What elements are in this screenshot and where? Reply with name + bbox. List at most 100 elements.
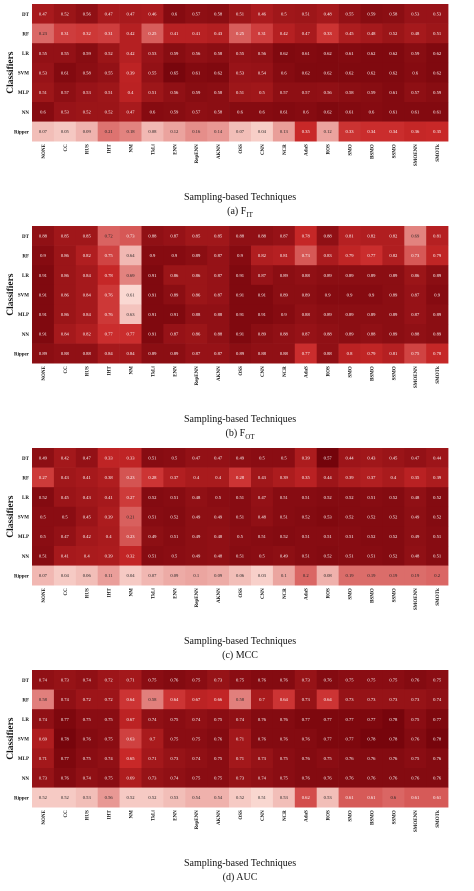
cell-value-label: 0.76 — [367, 776, 376, 781]
cell-value-label: 0.91 — [39, 292, 48, 297]
cell-value-label: 0.06 — [236, 573, 245, 578]
heatmap-cell — [251, 102, 274, 122]
heatmap-cell — [185, 23, 208, 44]
heatmap-cell — [185, 102, 208, 122]
cell-value-label: 0.89 — [367, 273, 376, 278]
cell-value-label: 0.46 — [258, 12, 267, 17]
heatmap-cell — [360, 62, 383, 83]
cell-value-label: 0.75 — [236, 678, 245, 683]
heatmap-cell — [316, 506, 339, 527]
row-tick-label: NN — [22, 777, 30, 782]
heatmap-cell — [229, 787, 252, 808]
cell-value-label: 0.51 — [433, 31, 442, 36]
row-tick-label: LR — [22, 52, 29, 57]
cell-value-label: 0.87 — [214, 253, 223, 258]
heatmap-cell — [360, 487, 383, 508]
heatmap-cell — [426, 324, 449, 344]
heatmap-cell — [294, 748, 317, 769]
heatmap-cell — [229, 265, 252, 286]
heatmap-cell — [316, 565, 339, 586]
heatmap-cell — [229, 709, 252, 730]
cell-value-label: 0.38 — [105, 475, 114, 480]
cell-value-label: 0.81 — [346, 234, 355, 239]
y-axis-label: Classifiers — [6, 273, 16, 316]
heatmap-cell — [119, 226, 142, 246]
heatmap-cell — [75, 4, 98, 24]
cell-value-label: 0.07 — [148, 573, 157, 578]
heatmap-cell — [404, 487, 427, 508]
cell-value-label: 0.54 — [214, 795, 223, 800]
heatmap-cell — [97, 546, 120, 566]
heatmap-cell — [97, 226, 120, 246]
cell-value-label: 0.75 — [105, 776, 114, 781]
cell-value-label: 0.51 — [236, 90, 245, 95]
cell-value-label: 0.89 — [367, 312, 376, 317]
cell-value-label: 0.03 — [258, 573, 267, 578]
row-tick-label: DT — [22, 235, 30, 240]
row-tick-label: DT — [22, 679, 30, 684]
column-tick-label: SMO — [349, 144, 354, 156]
heatmap-cell — [141, 226, 164, 246]
heatmap-cell — [75, 62, 98, 83]
heatmap-cell — [141, 62, 164, 83]
cell-value-label: 0.87 — [214, 351, 223, 356]
heatmap-cell — [163, 748, 186, 769]
heatmap-cell — [338, 546, 361, 566]
cell-value-label: 0.76 — [389, 756, 398, 761]
column-tick-label: SMOTk — [436, 144, 441, 162]
column-tick-label: ENN — [173, 366, 178, 377]
cell-value-label: 0.52 — [389, 554, 398, 559]
cell-value-label: 0.88 — [280, 351, 289, 356]
heatmap-cell — [163, 768, 186, 788]
heatmap-cell — [229, 121, 252, 142]
heatmap-cell — [251, 82, 274, 103]
cell-value-label: 0.27 — [39, 475, 48, 480]
heatmap-cell — [75, 506, 98, 527]
cell-value-label: 0.86 — [61, 312, 70, 317]
cell-value-label: 0.89 — [324, 273, 333, 278]
heatmap-cell — [207, 226, 230, 246]
heatmap-cell — [382, 43, 405, 64]
cell-value-label: 0.35 — [433, 129, 442, 134]
cell-value-label: 0.27 — [127, 495, 136, 500]
heatmap-cell — [426, 284, 449, 305]
cell-value-label: 0.51 — [346, 534, 355, 539]
heatmap-cell — [207, 768, 230, 788]
heatmap-cell — [207, 487, 230, 508]
column-tick-label: TkLi — [151, 588, 156, 599]
cell-value-label: 0.77 — [302, 717, 311, 722]
cell-value-label: 0.87 — [302, 332, 311, 337]
cell-value-label: 0.74 — [433, 697, 442, 702]
heatmap-cell — [272, 748, 296, 769]
column-tick-label: SMOTk — [436, 810, 441, 828]
heatmap-cell — [338, 43, 361, 64]
heatmap-cell — [53, 324, 77, 344]
heatmap-cell — [75, 343, 98, 364]
heatmap-cell — [141, 102, 164, 122]
cell-value-label: 0.86 — [170, 273, 179, 278]
cell-value-label: 0.62 — [346, 70, 355, 75]
heatmap-cell — [426, 62, 449, 83]
cell-value-label: 0.52 — [367, 514, 376, 519]
cell-value-label: 0.88 — [258, 234, 267, 239]
cell-value-label: 0.56 — [258, 51, 267, 56]
cell-value-label: 0.82 — [258, 253, 267, 258]
heatmap-cell — [426, 102, 449, 122]
heatmap-cell — [426, 4, 449, 24]
cell-value-label: 0.52 — [324, 554, 333, 559]
cell-value-label: 0.52 — [324, 495, 333, 500]
cell-value-label: 0.61 — [302, 51, 311, 56]
cell-value-label: 0.49 — [411, 534, 420, 539]
cell-value-label: 0.4 — [84, 554, 90, 559]
cell-value-label: 0.33 — [324, 31, 333, 36]
cell-value-label: 0.48 — [192, 495, 201, 500]
cell-value-label: 0.74 — [192, 717, 201, 722]
cell-value-label: 0.51 — [236, 12, 245, 17]
cell-value-label: 0.39 — [105, 514, 114, 519]
cell-value-label: 0.61 — [367, 795, 376, 800]
heatmap-cell — [53, 304, 77, 325]
cell-value-label: 0.48 — [258, 514, 267, 519]
heatmap-cell — [32, 689, 55, 710]
cell-value-label: 0.79 — [433, 253, 442, 258]
